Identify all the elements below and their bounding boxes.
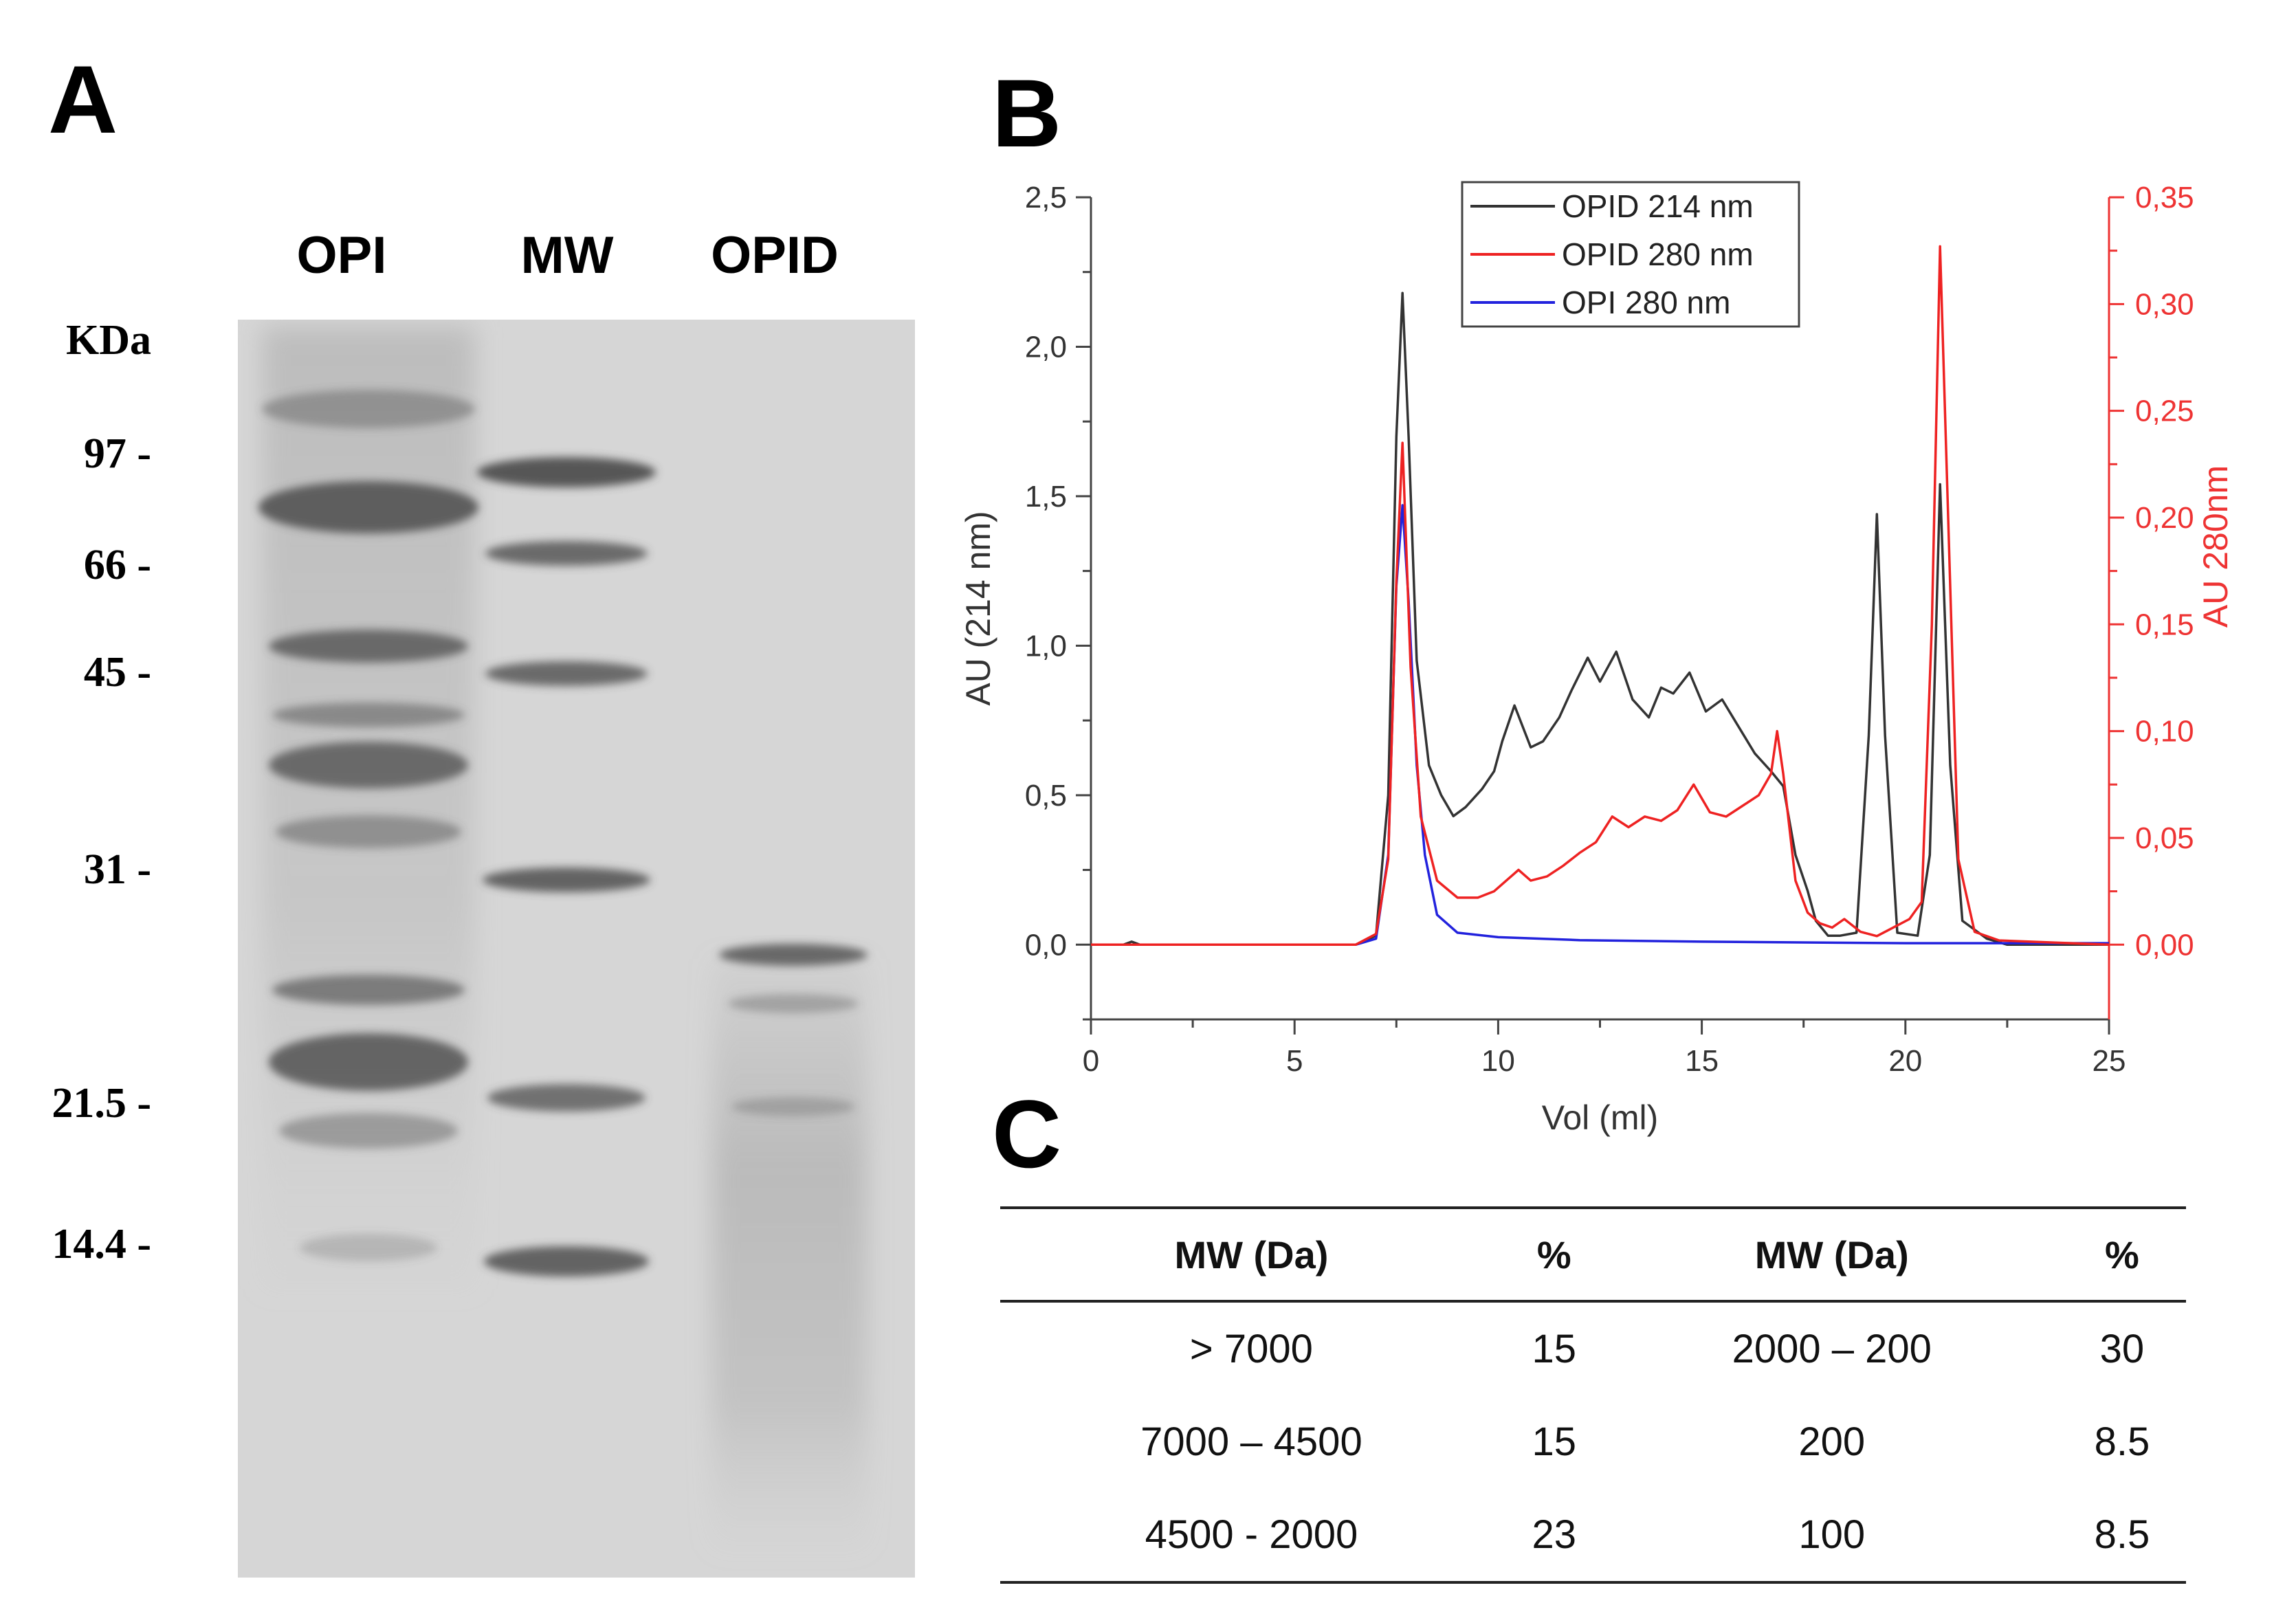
table-cell: 2000 – 200 <box>1732 1327 1932 1371</box>
x-tick-label: 20 <box>1888 1044 1922 1078</box>
series-line-opid-214-nm <box>1091 291 2109 947</box>
marker-label-21-5: 21.5 - <box>52 1080 151 1127</box>
table-cell: 200 <box>1798 1419 1866 1464</box>
table-cell: 8.5 <box>2094 1419 2150 1464</box>
header-percent-1: % <box>1502 1206 1606 1303</box>
y2-tick-label: 0,05 <box>2135 821 2194 855</box>
table-cell: 30 <box>2099 1327 2145 1371</box>
legend-label-opid-280-nm: OPID 280 nm <box>1562 236 1754 272</box>
y2-tick-label: 0,00 <box>2135 928 2194 962</box>
panel-b-letter: B <box>992 59 1062 167</box>
y-tick-label: 1,5 <box>1025 480 1067 513</box>
marker-label-45: 45 - <box>83 649 151 696</box>
y-tick-label: 0,0 <box>1025 928 1067 962</box>
chart-legend: OPID 214 nm OPID 280 nm OPI 280 nm <box>1461 181 1800 328</box>
legend-label-opid-214-nm: OPID 214 nm <box>1562 188 1754 224</box>
x-tick-label: 0 <box>1083 1044 1099 1078</box>
legend-label-opi-280-nm: OPI 280 nm <box>1562 285 1730 320</box>
y2-tick-label: 0,20 <box>2135 501 2194 535</box>
table-cell: 100 <box>1605 1488 2058 1584</box>
x-axis-label: Vol (ml) <box>1542 1098 1658 1137</box>
marker-label-14-4: 14.4 - <box>52 1221 151 1268</box>
axes-group: 0 5 10 15 20 25 0,0 0,5 1,0 1,5 2,0 2,5 0,00 0,05 0,10… <box>959 181 2235 1137</box>
y2-tick-label: 0,15 <box>2135 608 2194 641</box>
table-row: 4500 - 2000 23 100 8.5 <box>1000 1488 2186 1584</box>
marker-label-66: 66 - <box>83 542 151 588</box>
series-line-opid-280-nm <box>1091 245 2110 947</box>
sds-page-gel-image <box>238 320 915 1578</box>
kda-unit-label: KDa <box>66 317 151 364</box>
header-percent-2: % <box>2057 1206 2186 1303</box>
table-cell: 15 <box>1532 1327 1576 1371</box>
header-mw-1: MW (Da) <box>1000 1206 1503 1303</box>
y2-tick-label: 0,35 <box>2135 181 2194 214</box>
table-cell: 4500 - 2000 <box>1000 1488 1503 1584</box>
y-tick-label: 1,0 <box>1025 629 1067 663</box>
y2-axis-label: AU 280nm <box>2196 465 2235 628</box>
header-mw-2: MW (Da) <box>1605 1206 2058 1303</box>
x-tick-label: 25 <box>2093 1044 2126 1078</box>
mw-distribution-table: MW (Da) % MW (Da) % > 7000 15 2000 – 200… <box>1000 1206 2186 1584</box>
lane-label-opi: OPI <box>296 226 387 285</box>
y2-tick-label: 0,25 <box>2135 395 2194 428</box>
table-cell: > 7000 <box>1189 1327 1313 1371</box>
y2-tick-label: 0,30 <box>2135 287 2194 321</box>
series-line-opi-280-nm <box>1091 504 2109 947</box>
marker-label-31: 31 - <box>83 846 151 893</box>
table-row: 7000 – 4500 15 200 8.5 <box>1000 1395 2186 1488</box>
x-tick-label: 15 <box>1685 1044 1719 1078</box>
y-axis-label: AU (214 nm) <box>959 511 997 705</box>
lane-label-opid: OPID <box>711 226 839 285</box>
panel-c-letter: C <box>992 1080 1062 1188</box>
panel-a-letter: A <box>48 45 118 153</box>
y2-tick-label: 0,10 <box>2135 715 2194 749</box>
marker-label-97: 97 - <box>83 430 151 477</box>
table-row: > 7000 15 2000 – 200 30 <box>1000 1301 2186 1395</box>
table-cell: 7000 – 4500 <box>1140 1419 1362 1464</box>
table-cell: 8.5 <box>2057 1488 2186 1584</box>
series-group <box>1091 245 2110 947</box>
table-cell: 23 <box>1502 1488 1606 1584</box>
y-tick-label: 2,0 <box>1025 330 1067 364</box>
lane-label-mw: MW <box>520 226 614 285</box>
y-tick-label: 0,5 <box>1025 779 1067 812</box>
x-tick-label: 10 <box>1481 1044 1515 1078</box>
table-header-row: MW (Da) % MW (Da) % <box>1000 1206 2186 1303</box>
x-tick-label: 5 <box>1286 1044 1303 1078</box>
y-tick-label: 2,5 <box>1025 181 1067 214</box>
table-cell: 15 <box>1532 1419 1576 1464</box>
chromatogram-chart: 0 5 10 15 20 25 0,0 0,5 1,0 1,5 2,0 2,5 0,00 0,05 0,10… <box>959 181 2235 1137</box>
